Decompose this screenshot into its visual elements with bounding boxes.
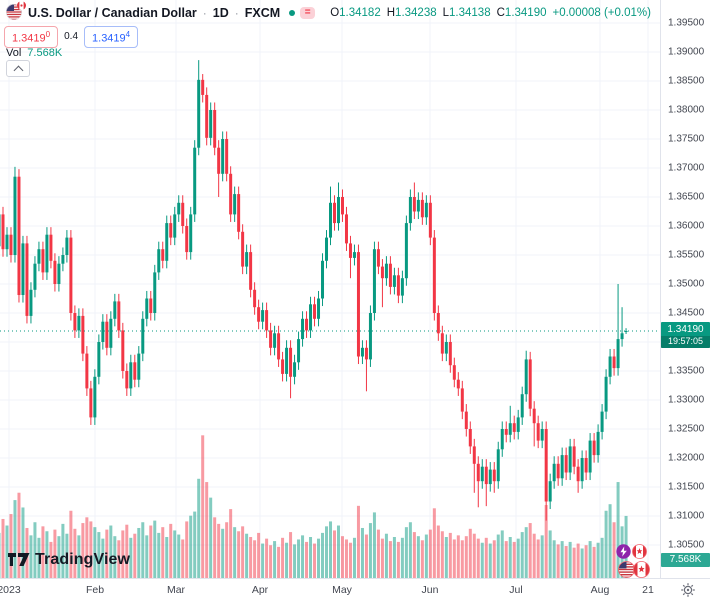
- time-axis[interactable]: 2023 Feb Mar Apr May Jun Jul Aug 21: [0, 578, 710, 600]
- time-axis-label: Aug: [590, 584, 610, 596]
- bid-ask-row: 1.34190 0.4 1.34194: [4, 26, 139, 48]
- volume-value: 7.568K: [27, 47, 63, 59]
- title-separator: ·: [234, 5, 239, 20]
- price-chart-canvas[interactable]: [0, 0, 660, 578]
- time-axis-label: Mar: [166, 584, 186, 596]
- canada-flag-logo-icon[interactable]: [633, 561, 650, 578]
- buy-ask-button[interactable]: 1.34194: [84, 26, 139, 48]
- spread-value: 0.4: [64, 31, 79, 43]
- price-axis-label: 1.37000: [668, 162, 705, 174]
- price-axis-label: 1.30500: [668, 539, 705, 551]
- volume-indicator-legend[interactable]: Vol 7.568K: [6, 47, 62, 59]
- change-value: +0.00008 (+0.01%): [552, 6, 651, 19]
- economic-events-lightning-icon[interactable]: [616, 544, 631, 559]
- symbol-us-canada-flag-icon[interactable]: [6, 1, 26, 21]
- current-price-badge: 1.34190 19:57:05: [661, 322, 710, 348]
- volume-axis-badge: 7.568K: [661, 553, 710, 567]
- low-label: L: [442, 6, 450, 19]
- time-axis-label: Jul: [509, 584, 523, 596]
- price-axis-label: 1.33000: [668, 394, 705, 406]
- price-axis-label: 1.36500: [668, 191, 705, 203]
- market-status-dot-icon[interactable]: [289, 9, 296, 16]
- price-axis-label: 1.34500: [668, 307, 705, 319]
- price-axis-label: 1.36000: [668, 220, 705, 232]
- ohlc-readout: O1.34182 H1.34238 L1.34138 C1.34190 +0.0…: [330, 7, 651, 19]
- collapse-panel-button[interactable]: [6, 60, 30, 77]
- high-label: H: [386, 6, 396, 19]
- price-axis-label: 1.31000: [668, 510, 705, 522]
- time-axis-label: Apr: [251, 584, 269, 596]
- symbol-header: U.S. Dollar / Canadian Dollar · 1D · FXC…: [6, 1, 651, 21]
- gear-icon[interactable]: [680, 582, 696, 598]
- canada-events-flag-icon[interactable]: [632, 544, 647, 559]
- high-value: 1.34238: [395, 6, 437, 19]
- tradingview-logo-icon: [8, 553, 30, 567]
- price-axis-label: 1.32000: [668, 452, 705, 464]
- time-axis-label: 2023: [0, 584, 21, 596]
- current-price-value: 1.34190: [667, 324, 704, 335]
- title-separator: ·: [202, 5, 207, 20]
- symbol-title[interactable]: U.S. Dollar / Canadian Dollar: [28, 5, 197, 20]
- price-axis-label: 1.37500: [668, 133, 705, 145]
- watermark-text: TradingView: [35, 551, 131, 568]
- price-axis-label: 1.39000: [668, 46, 705, 58]
- price-axis-label: 1.38000: [668, 104, 705, 116]
- open-label: O: [330, 6, 340, 19]
- time-axis-label: Feb: [85, 584, 105, 596]
- open-value: 1.34182: [339, 6, 381, 19]
- data-mode-badge-icon[interactable]: =: [300, 6, 316, 19]
- bar-countdown: 19:57:05: [661, 336, 710, 348]
- low-value: 1.34138: [449, 6, 491, 19]
- symbol-logos-row: [618, 561, 652, 578]
- sell-bid-button[interactable]: 1.34190: [4, 26, 59, 48]
- price-axis-label: 1.33500: [668, 365, 705, 377]
- price-axis-label: 1.38500: [668, 75, 705, 87]
- price-axis[interactable]: 1.34190 19:57:05 7.568K 1.39500 1.39000 1.…: [660, 0, 710, 578]
- canada-mini-flag-icon: [17, 1, 26, 10]
- us-flag-logo-icon[interactable]: [618, 561, 635, 578]
- interval-label[interactable]: 1D: [212, 5, 229, 20]
- time-axis-label: May: [332, 584, 352, 596]
- price-axis-label: 1.31500: [668, 481, 705, 493]
- close-value: 1.34190: [504, 6, 547, 19]
- exchange-label[interactable]: FXCM: [244, 5, 281, 20]
- price-axis-label: 1.39500: [668, 17, 705, 29]
- price-axis-label: 1.35500: [668, 249, 705, 261]
- chevron-up-icon: [13, 65, 23, 75]
- close-label: C: [496, 6, 505, 19]
- price-axis-label: 1.35000: [668, 278, 705, 290]
- event-icons-row: [616, 544, 650, 560]
- time-axis-label: Jun: [421, 584, 439, 596]
- volume-label: Vol: [6, 47, 22, 59]
- tradingview-watermark[interactable]: TradingView: [8, 551, 130, 569]
- price-axis-label: 1.32500: [668, 423, 705, 435]
- time-axis-label: 21: [642, 584, 654, 596]
